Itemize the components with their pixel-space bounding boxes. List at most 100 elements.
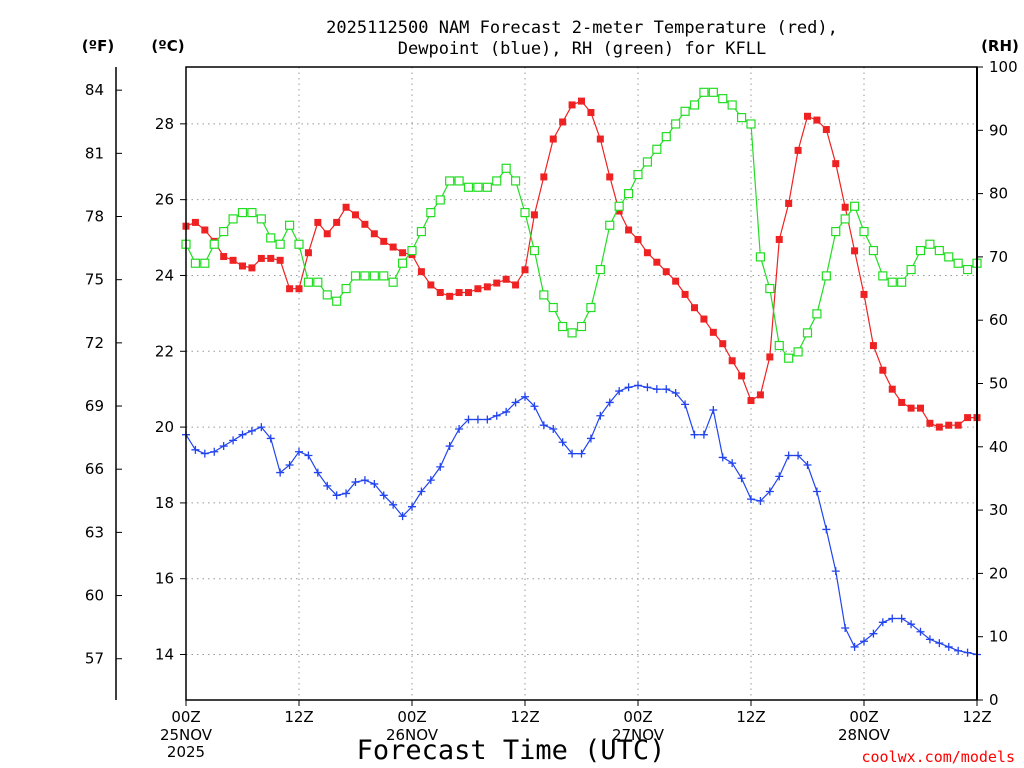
celsius-tick-label: 26 — [155, 191, 174, 209]
temperature-point — [860, 290, 868, 298]
temperature-point — [380, 237, 388, 245]
celsius-tick-label: 14 — [155, 646, 174, 664]
dewpoint-point — [379, 491, 388, 500]
temperature-point — [578, 97, 585, 105]
dewpoint-point — [718, 453, 727, 462]
temperature-point — [417, 268, 425, 276]
credit-label: coolwx.com/models — [861, 748, 1015, 766]
dewpoint-point — [690, 430, 699, 439]
temperature-point — [248, 264, 256, 272]
rh-tick-label: 90 — [989, 121, 1008, 139]
rh-tick-label: 80 — [989, 185, 1008, 203]
temperature-point — [643, 249, 651, 257]
rh-point — [736, 113, 747, 123]
temperature-point — [775, 235, 783, 243]
dewpoint-point — [728, 459, 737, 468]
rh-point — [322, 290, 332, 300]
dewpoint-point — [219, 442, 228, 451]
dewpoint-point — [210, 447, 219, 456]
fahrenheit-tick-label: 72 — [85, 334, 104, 352]
temperature-point — [559, 118, 567, 126]
temperature-point — [267, 254, 275, 262]
rh-point — [887, 277, 897, 287]
dewpoint-point — [351, 478, 360, 487]
dewpoint-point — [408, 502, 416, 511]
dewpoint-point — [652, 385, 661, 394]
dewpoint-point — [370, 479, 379, 488]
rh-point — [303, 277, 314, 287]
dewpoint-point — [323, 481, 332, 490]
x-tick-label: 12Z — [510, 708, 539, 726]
rh-point — [256, 214, 266, 224]
rh-point — [595, 264, 605, 275]
dewpoint-point — [765, 487, 774, 496]
rh-point — [388, 277, 398, 287]
rh-point — [237, 207, 248, 218]
dewpoint-line — [185, 384, 978, 656]
dewpoint-point — [568, 449, 577, 458]
dewpoint-point — [295, 447, 303, 456]
temperature-point — [446, 292, 454, 300]
rh-point — [812, 309, 822, 319]
fahrenheit-tick-label: 63 — [85, 523, 104, 541]
fahrenheit-tick-label: 66 — [85, 460, 104, 478]
rh-tick-label: 40 — [989, 438, 1008, 456]
x-tick-date-label: 26NOV — [386, 726, 439, 744]
rh-point — [200, 258, 210, 268]
rh-point — [821, 271, 831, 281]
temperature-point — [436, 289, 444, 297]
rh-point — [548, 302, 558, 313]
temperature-point — [738, 372, 746, 380]
dewpoint-point — [709, 406, 718, 415]
series-layer — [181, 87, 982, 659]
rh-point — [944, 252, 954, 262]
rh-point — [868, 245, 879, 256]
rh-point — [915, 245, 926, 256]
temperature-point — [945, 421, 953, 429]
dewpoint-point — [200, 449, 209, 458]
rh-point — [294, 239, 304, 249]
dewpoint-point — [266, 434, 275, 443]
temperature-point — [286, 285, 294, 293]
temperature-point — [766, 353, 774, 361]
dewpoint-point — [586, 434, 595, 443]
dewpoint-point — [464, 415, 473, 424]
rh-point — [407, 245, 417, 256]
dewpoint-point — [238, 430, 247, 439]
x-tick-label: 00Z — [623, 708, 652, 726]
temperature-point — [747, 397, 755, 405]
dewpoint-point — [831, 567, 840, 576]
dewpoint-point — [699, 430, 708, 439]
rh-point — [209, 239, 219, 249]
dewpoint-point — [276, 468, 285, 477]
dewpoint-point — [511, 398, 520, 407]
chart-title-line2: Dewpoint (blue), RH (green) for KFLL — [398, 39, 766, 59]
rh-point — [802, 328, 813, 338]
rh-point — [313, 277, 323, 287]
celsius-tick-label: 20 — [155, 418, 174, 436]
dewpoint-point — [360, 476, 369, 485]
dewpoint-point — [860, 637, 868, 646]
temperature-point — [756, 391, 764, 399]
temperature-point — [540, 173, 548, 181]
rh-point — [784, 353, 794, 363]
rh-point — [576, 321, 587, 332]
dewpoint-point — [304, 451, 313, 460]
temperature-point — [549, 135, 557, 143]
x-axis-label: Forecast Time (UTC) — [357, 735, 666, 766]
temperature-point — [832, 160, 840, 168]
temperature-point — [323, 230, 331, 238]
rh-point — [510, 176, 521, 186]
rh-tick-label: 30 — [989, 501, 1008, 519]
fahrenheit-tick-label: 84 — [85, 81, 104, 99]
temperature-point — [879, 366, 887, 374]
rh-tick-label: 0 — [989, 691, 999, 709]
temperature-point — [361, 220, 369, 228]
rh-point — [925, 239, 935, 249]
rh-line — [185, 91, 978, 360]
temperature-point — [530, 211, 538, 219]
celsius-tick-label: 16 — [155, 570, 174, 588]
dewpoint-point — [822, 525, 831, 534]
rh-point — [379, 271, 389, 281]
temperature-point — [794, 146, 802, 154]
